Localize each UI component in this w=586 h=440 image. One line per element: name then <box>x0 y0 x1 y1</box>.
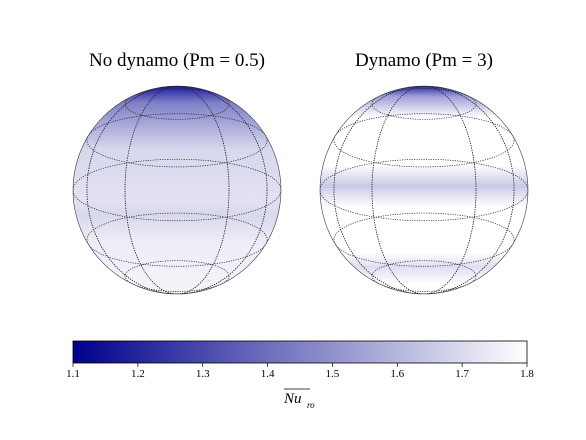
sphere-grid <box>73 86 281 294</box>
parallel <box>333 113 515 168</box>
sphere <box>319 85 529 295</box>
meridian <box>86 86 268 294</box>
sphere <box>72 85 282 295</box>
parallel <box>86 113 268 168</box>
colorbar <box>72 340 528 364</box>
meridian <box>124 86 230 294</box>
parallel <box>86 212 268 267</box>
colorbar-label: Nu <box>283 391 302 407</box>
meridian <box>333 86 515 294</box>
parallel <box>124 260 230 292</box>
parallel <box>333 212 515 267</box>
spheres <box>72 85 529 295</box>
colorbar-ticks: 1.1 1.2 1.3 1.4 1.5 1.6 1.7 1.8 <box>66 363 534 380</box>
tick-label: 1.8 <box>520 368 534 380</box>
colorbar-label-sub: ro <box>307 400 315 410</box>
parallel <box>124 88 230 120</box>
tick-label: 1.5 <box>326 368 340 380</box>
panel-title: Dynamo (Pm = 3) <box>355 50 493 71</box>
tick-label: 1.3 <box>196 368 210 380</box>
tick-label: 1.7 <box>455 368 469 380</box>
tick-label: 1.6 <box>390 368 404 380</box>
panel-title: No dynamo (Pm = 0.5) <box>89 50 265 71</box>
parallel <box>371 260 477 292</box>
tick-label: 1.2 <box>131 368 145 380</box>
parallel <box>320 158 528 222</box>
tick-label: 1.4 <box>261 368 275 380</box>
sphere-grid <box>320 86 528 294</box>
parallel <box>73 158 281 222</box>
meridian <box>371 86 477 294</box>
tick-label: 1.1 <box>66 368 80 380</box>
parallel <box>371 88 477 120</box>
